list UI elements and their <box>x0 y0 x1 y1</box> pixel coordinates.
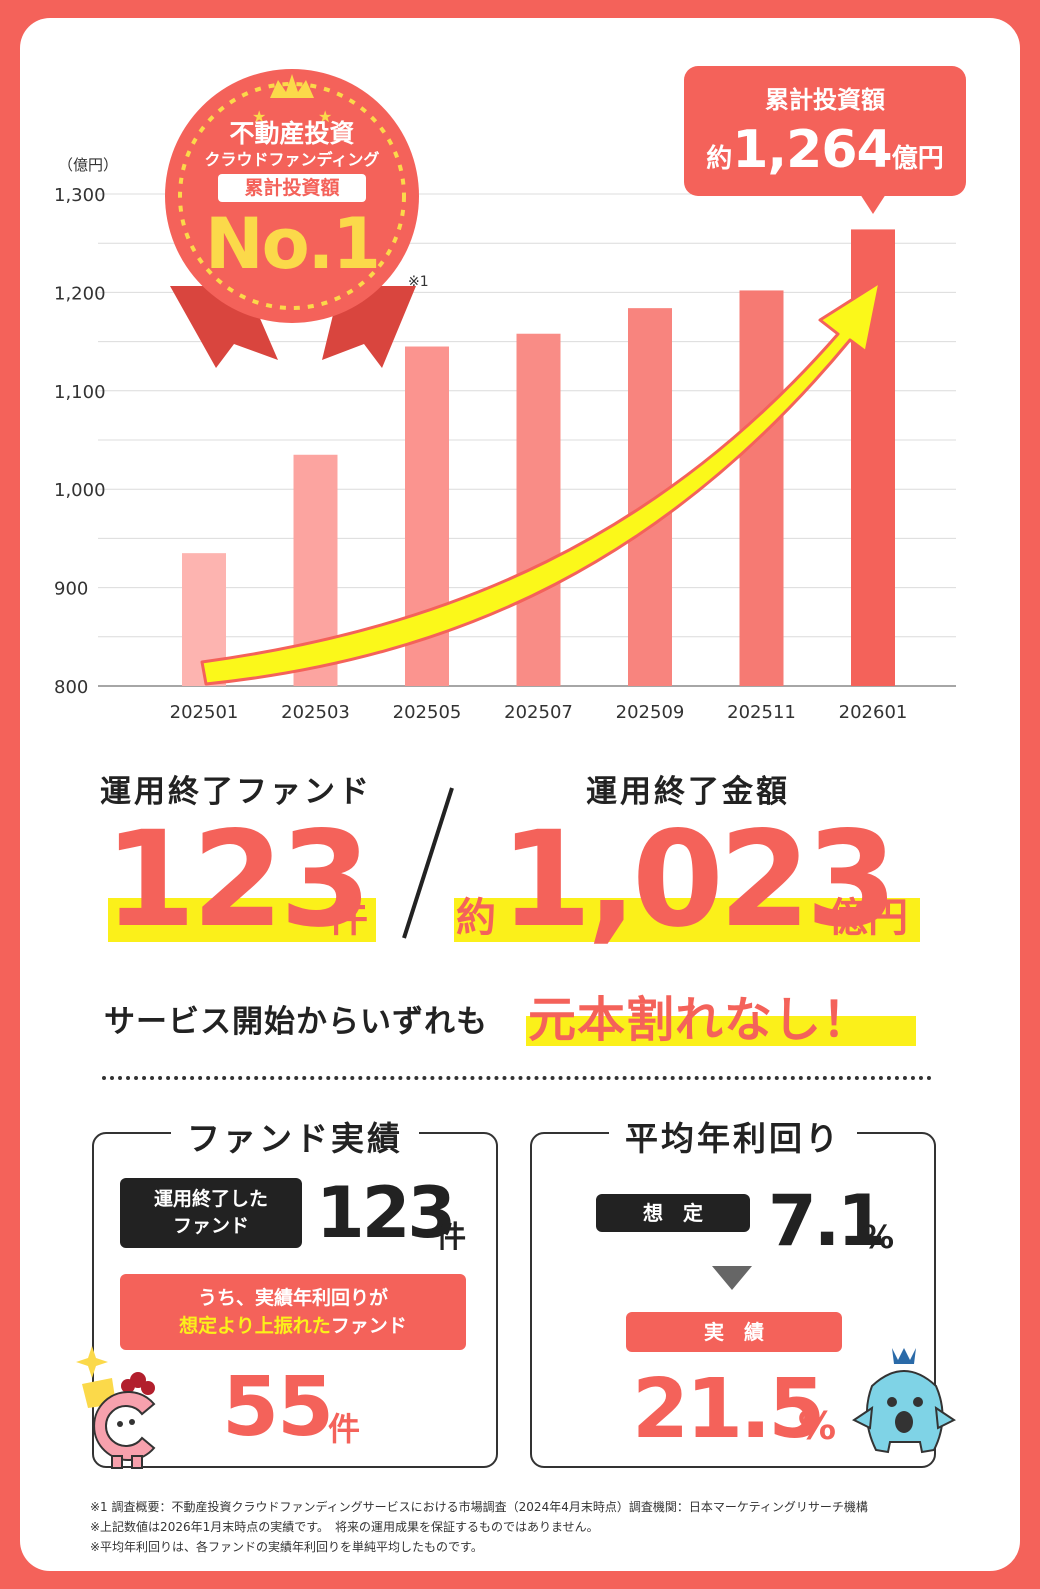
funds-unit: 件 <box>328 895 368 941</box>
y-tick-label: 1,300 <box>54 185 106 206</box>
callout-amount: 1,264 <box>732 120 892 180</box>
y-tick-label: 1,100 <box>54 382 106 403</box>
callout-prefix: 約 <box>706 144 733 174</box>
footnote-3: ※平均年利回りは、各ファンドの実績年利回りを単純平均したものです。 <box>90 1540 483 1554</box>
star-icon: ★ <box>252 107 266 126</box>
x-tick-label: 202501 <box>170 702 239 723</box>
badge-line1: 不動産投資 <box>229 119 355 148</box>
y-tick-label: 900 <box>54 579 88 600</box>
slogan-lead: サービス開始からいずれも <box>104 1004 488 1040</box>
outperform-count: 55 <box>222 1360 334 1455</box>
fund-box-title: ファンド実績 <box>171 1119 419 1158</box>
badge-line3: 累計投資額 <box>244 177 340 199</box>
x-tick-label: 202509 <box>616 702 685 723</box>
badge-rank: No.1 <box>205 203 381 285</box>
amount-unit: 億円 <box>828 895 908 941</box>
completed-funds-pill: 運用終了した ファンド <box>120 1178 302 1248</box>
callout-title: 累計投資額 <box>765 86 885 114</box>
y-axis-unit: （億円） <box>58 156 119 174</box>
badge-line2: クラウドファンディング <box>204 150 380 169</box>
no1-badge: ★ ★ <box>165 69 419 368</box>
pink-mascot-icon <box>76 1346 156 1469</box>
slogan-highlight: 元本割れなし！ <box>528 992 872 1048</box>
footnote-2: ※上記数値は2026年1月末時点の実績です。 将来の運用成果を保証するものではあ… <box>90 1520 599 1534</box>
actual-unit: % <box>798 1404 837 1448</box>
dotted-divider <box>102 1076 932 1080</box>
x-tick-label: 202511 <box>727 702 796 723</box>
actual-value: 21.5 <box>632 1362 825 1457</box>
amount-value: 1,023 <box>500 803 898 957</box>
x-tick-label: 202601 <box>839 702 908 723</box>
fund-results-box: ファンド実績 運用終了した ファンド 123 件 うち、実績年利回りが 想定より… <box>92 1119 498 1468</box>
funds-value: 123 <box>104 803 372 957</box>
average-yield-box: 平均年利回り 想 定 7.1 % 実 績 21.5 % <box>530 1119 936 1468</box>
total-callout: 累計投資額 約1,264億円 <box>684 66 966 196</box>
actual-label: 実 績 <box>626 1312 842 1352</box>
growth-arrow-icon <box>200 280 882 686</box>
x-tick-label: 202505 <box>393 702 462 723</box>
down-triangle-icon <box>712 1266 752 1290</box>
callout-suffix: 億円 <box>891 144 944 174</box>
completed-funds-unit: 件 <box>436 1220 466 1255</box>
star-icon: ★ <box>318 107 332 126</box>
x-tick-label: 202503 <box>281 702 350 723</box>
yield-box-title: 平均年利回り <box>609 1119 857 1158</box>
badge-note: ※1 <box>408 274 429 290</box>
y-tick-label: 800 <box>54 677 88 698</box>
main-card: 202501 202503 202505 202507 202509 202511 2026… <box>20 18 1020 1571</box>
crown-icon <box>270 74 314 98</box>
outperform-pill: うち、実績年利回りが 想定より上振れたファンド <box>120 1274 466 1350</box>
amount-prefix: 約 <box>456 895 496 941</box>
assumed-unit: % <box>862 1218 895 1256</box>
investment-bar-chart: 202501 202503 202505 202507 202509 202511 2026… <box>54 69 956 723</box>
completed-funds-count: 123 <box>316 1172 456 1254</box>
blue-mascot-icon <box>852 1348 956 1454</box>
bar-202511 <box>739 290 784 686</box>
assumed-label: 想 定 <box>596 1194 750 1232</box>
amount-label: 運用終了金額 <box>586 774 790 810</box>
y-tick-label: 1,200 <box>54 283 106 304</box>
outperform-unit: 件 <box>328 1410 361 1448</box>
slash-divider <box>402 787 454 939</box>
x-tick-label: 202507 <box>504 702 573 723</box>
bar-202507 <box>516 333 561 686</box>
y-tick-label: 1,000 <box>54 480 106 501</box>
assumed-value: 7.1 <box>768 1180 886 1262</box>
funds-label: 運用終了ファンド <box>100 774 372 810</box>
footnote-1: ※1 調査概要：不動産投資クラウドファンディングサービスにおける市場調査（202… <box>90 1500 868 1514</box>
